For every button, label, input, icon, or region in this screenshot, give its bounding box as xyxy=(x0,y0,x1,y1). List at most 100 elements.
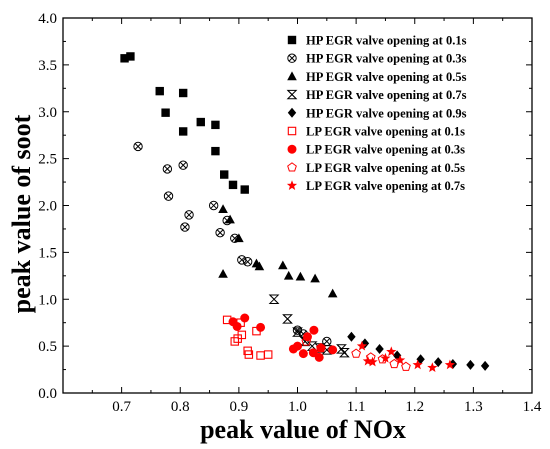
y-tick-label: 3.0 xyxy=(38,105,57,121)
data-point xyxy=(211,120,220,130)
legend-item: HP EGR valve opening at 0.5s xyxy=(287,70,467,84)
series xyxy=(268,294,350,358)
legend-marker xyxy=(286,180,298,190)
data-point xyxy=(375,343,384,354)
data-point xyxy=(309,325,319,335)
y-axis-ticks: 0.0 0.5 1.0 1.5 2.0 2.5 3.0 3.5 4.0 xyxy=(38,11,532,402)
legend-label: LP EGR valve opening at 0.1s xyxy=(306,125,465,139)
y-axis-label: peak value of soot xyxy=(7,114,36,313)
y-tick-label: 1.0 xyxy=(38,292,57,308)
data-point xyxy=(184,210,194,220)
data-point xyxy=(444,359,456,370)
data-point xyxy=(240,185,249,194)
data-point xyxy=(283,270,294,280)
data-point xyxy=(301,336,312,346)
y-tick-label: 3.5 xyxy=(38,58,57,74)
data-point xyxy=(314,352,324,362)
legend-label: HP EGR valve opening at 0.5s xyxy=(306,70,467,84)
x-tick-label: 0.9 xyxy=(230,399,249,415)
data-point xyxy=(220,170,229,179)
data-point xyxy=(298,349,308,359)
legend-marker xyxy=(287,53,297,63)
x-tick-label: 0.7 xyxy=(112,399,131,415)
y-tick-label: 2.5 xyxy=(38,152,57,168)
data-point xyxy=(254,261,265,271)
data-point xyxy=(161,108,170,117)
data-point xyxy=(234,233,244,243)
data-point xyxy=(178,88,188,98)
data-point xyxy=(211,146,220,156)
legend-item: HP EGR valve opening at 0.3s xyxy=(287,52,467,66)
series xyxy=(133,141,332,347)
data-point xyxy=(242,257,253,267)
data-point xyxy=(278,260,288,270)
data-point xyxy=(293,341,302,351)
data-point xyxy=(338,347,350,358)
legend-item: HP EGR valve opening at 0.1s xyxy=(287,34,467,48)
data-point xyxy=(244,350,254,359)
data-point xyxy=(120,54,129,63)
legend-item: HP EGR valve opening at 0.9s xyxy=(287,106,467,120)
data-point xyxy=(386,346,397,357)
legend-label: HP EGR valve opening at 0.9s xyxy=(306,106,467,120)
legend-label: LP EGR valve opening at 0.5s xyxy=(306,161,465,175)
data-point xyxy=(356,340,368,351)
data-point xyxy=(196,117,205,127)
legend-marker xyxy=(286,89,298,100)
x-axis-ticks: 0.7 0.8 0.9 1.0 1.1 1.2 1.3 1.4 xyxy=(62,18,542,415)
data-point xyxy=(282,314,293,324)
data-point xyxy=(434,357,443,368)
data-point xyxy=(155,86,164,96)
data-point xyxy=(367,356,378,367)
data-point xyxy=(328,345,338,355)
data-point xyxy=(347,331,356,342)
legend: HP EGR valve opening at 0.1s HP EGR valve… xyxy=(286,34,467,193)
data-point xyxy=(263,350,273,359)
data-point xyxy=(427,362,438,373)
series xyxy=(228,313,338,362)
x-tick-label: 1.4 xyxy=(523,399,542,415)
legend-label: HP EGR valve opening at 0.7s xyxy=(306,88,467,102)
series xyxy=(356,340,456,373)
data-point xyxy=(133,141,143,152)
x-tick-label: 0.8 xyxy=(171,399,190,415)
legend-marker xyxy=(287,35,297,45)
y-tick-label: 4.0 xyxy=(38,11,57,27)
legend-item: LP EGR valve opening at 0.3s xyxy=(287,143,465,157)
data-point xyxy=(268,294,280,304)
data-point xyxy=(218,204,228,214)
data-point xyxy=(394,354,406,365)
legend-label: HP EGR valve opening at 0.3s xyxy=(306,52,467,66)
y-tick-label: 1.5 xyxy=(38,245,57,261)
x-tick-label: 1.0 xyxy=(288,399,307,415)
legend-item: LP EGR valve opening at 0.1s xyxy=(287,125,465,139)
data-point xyxy=(225,214,235,224)
series xyxy=(218,204,338,298)
data-point xyxy=(256,351,265,360)
data-point xyxy=(162,164,173,174)
legend-item: LP EGR valve opening at 0.7s xyxy=(286,179,465,193)
data-point xyxy=(215,227,225,238)
legend-label: HP EGR valve opening at 0.1s xyxy=(306,34,467,48)
data-point xyxy=(126,52,135,61)
data-point xyxy=(316,342,326,353)
data-points xyxy=(120,52,490,373)
x-axis-label: peak value of NOx xyxy=(200,415,406,444)
data-point xyxy=(380,352,391,363)
data-point xyxy=(466,359,475,370)
data-point xyxy=(292,327,303,337)
legend-marker xyxy=(287,126,297,136)
legend-item: HP EGR valve opening at 0.7s xyxy=(286,88,467,102)
legend-marker xyxy=(287,71,297,81)
legend-marker xyxy=(287,107,297,118)
data-point xyxy=(240,313,250,323)
y-tick-label: 2.0 xyxy=(38,199,57,215)
legend-marker xyxy=(287,162,297,172)
data-point xyxy=(228,180,238,190)
data-point xyxy=(295,271,306,281)
data-point xyxy=(232,321,242,331)
y-tick-label: 0.0 xyxy=(38,386,57,402)
data-point xyxy=(230,337,240,346)
y-tick-label: 0.5 xyxy=(38,339,57,355)
data-point xyxy=(412,359,423,370)
